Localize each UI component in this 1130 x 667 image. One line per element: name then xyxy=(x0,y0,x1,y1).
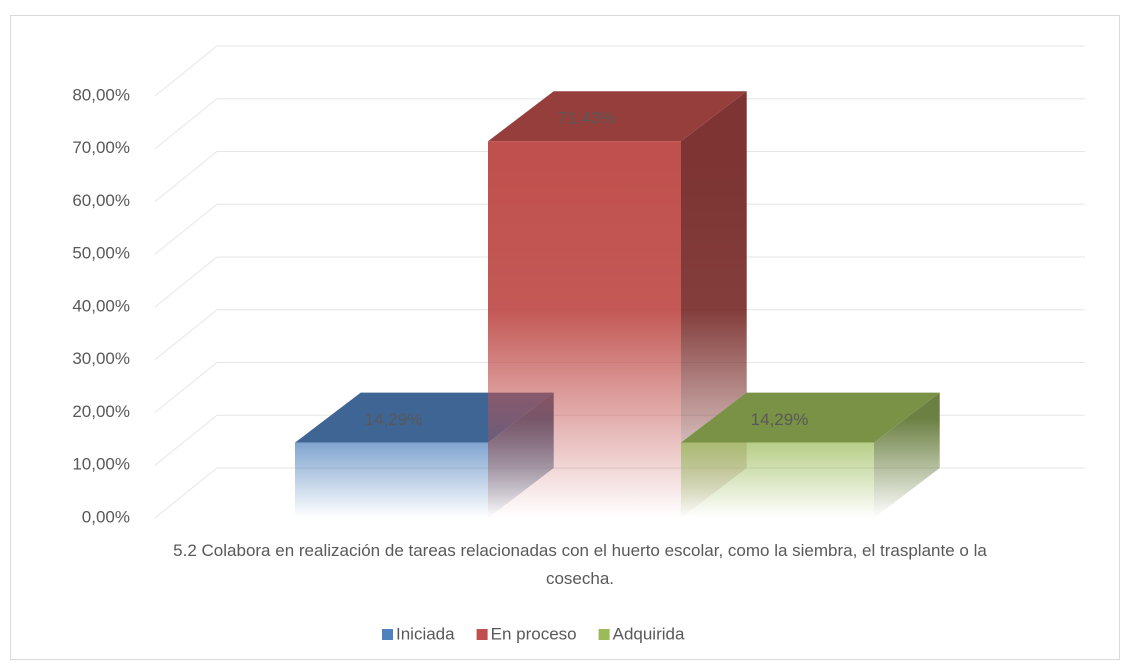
y-tick-label: 80,00% xyxy=(72,85,130,104)
bar-top xyxy=(681,392,940,443)
bar-front xyxy=(681,442,874,518)
y-tick-label: 50,00% xyxy=(72,244,130,263)
legend-label: En proceso xyxy=(491,624,577,643)
y-tick-label: 70,00% xyxy=(72,138,130,157)
grid-line xyxy=(154,151,1085,202)
bar-top xyxy=(488,91,747,142)
y-tick-label: 30,00% xyxy=(72,349,130,368)
legend-swatch xyxy=(382,629,393,640)
legend-swatch xyxy=(476,629,488,640)
bar xyxy=(681,392,940,518)
y-tick-label: 10,00% xyxy=(72,455,130,474)
grid-line xyxy=(154,45,1085,97)
value-label: 71,43% xyxy=(558,109,616,128)
grid-line xyxy=(154,98,1085,150)
y-tick-label: 20,00% xyxy=(72,402,130,421)
y-tick-label: 60,00% xyxy=(72,191,130,210)
grid-line xyxy=(154,256,1085,308)
grid-line xyxy=(154,309,1085,361)
bar-side xyxy=(874,392,940,518)
value-label: 14,29% xyxy=(751,410,809,429)
grid-line xyxy=(154,203,1085,255)
y-tick-label: 0,00% xyxy=(82,507,130,526)
value-label: 14,29% xyxy=(365,410,423,429)
y-tick-label: 40,00% xyxy=(72,296,130,315)
legend-swatch xyxy=(598,629,610,640)
bar-front xyxy=(488,141,681,518)
legend-label: Iniciada xyxy=(396,624,455,643)
bar-front xyxy=(295,442,488,518)
category-label: 5.2 Colabora en realización de tareas re… xyxy=(173,541,987,588)
grid-line xyxy=(154,362,1085,413)
legend-label: Adquirida xyxy=(613,624,685,643)
